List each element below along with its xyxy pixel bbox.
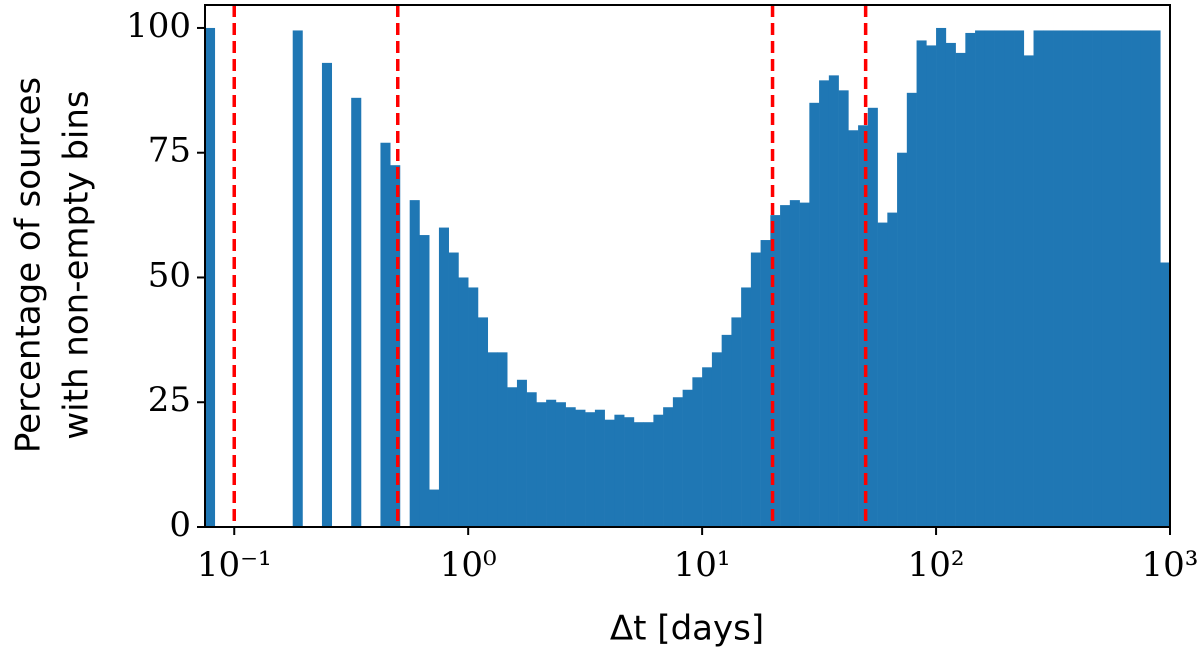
y-axis-label: Percentage of sources (9, 77, 49, 453)
plot-frame (204, 4, 1171, 528)
y-tick-label: 100 (126, 6, 191, 46)
bar (575, 409, 586, 527)
bar (741, 287, 752, 527)
bar (936, 27, 947, 527)
bar (1111, 30, 1122, 528)
bar (380, 142, 391, 527)
y-tick-label: 50 (148, 255, 191, 295)
bar (926, 45, 937, 528)
bar (819, 80, 830, 527)
bar (429, 489, 440, 527)
bar (594, 409, 605, 527)
bar (468, 287, 479, 527)
bar (702, 367, 713, 527)
bar (633, 422, 644, 527)
bar (682, 389, 693, 527)
x-tick-label: 10² (908, 545, 965, 585)
bar (1014, 30, 1025, 528)
bar (663, 407, 674, 527)
bar (916, 40, 927, 527)
bar (653, 414, 664, 527)
bar (516, 379, 527, 527)
bar (828, 75, 839, 527)
y-tick-label: 25 (148, 380, 191, 420)
bar (1023, 55, 1034, 527)
bar (965, 32, 976, 527)
bar (477, 317, 489, 527)
bar (945, 42, 956, 528)
bar (1140, 30, 1151, 528)
bar (1160, 262, 1171, 527)
bar (867, 107, 878, 527)
bar (955, 52, 966, 527)
bar (770, 215, 781, 527)
y-tick-label: 75 (148, 131, 191, 171)
bar (351, 97, 362, 528)
bar (1082, 30, 1093, 528)
bar (692, 377, 703, 527)
bar (438, 227, 449, 527)
bar (877, 222, 888, 527)
bar (789, 200, 800, 527)
y-tick-label: 0 (169, 505, 191, 545)
bar (887, 212, 898, 527)
bar (750, 252, 761, 527)
bar (780, 205, 791, 527)
bar (205, 27, 216, 527)
bar (838, 90, 849, 527)
bar (604, 419, 615, 527)
bar (292, 30, 303, 528)
bar (1121, 30, 1132, 528)
bar (1150, 30, 1161, 528)
bar (1062, 30, 1073, 528)
bar (458, 277, 469, 527)
bar (731, 317, 742, 527)
bar (507, 387, 518, 527)
bar (1033, 30, 1044, 528)
bar (536, 402, 547, 527)
bar (848, 130, 859, 527)
bar (1092, 30, 1103, 528)
bar (643, 422, 654, 527)
x-tick-label: 10³ (1142, 545, 1199, 585)
x-tick-label: 10⁰ (440, 545, 497, 585)
bar (672, 397, 683, 527)
x-axis-label: Δt [days] (610, 609, 764, 649)
bar (624, 417, 635, 527)
bar (1004, 30, 1015, 528)
y-axis-label: with non-empty bins (57, 90, 97, 439)
bar (497, 352, 508, 527)
bar (585, 412, 596, 527)
bar (1053, 30, 1064, 528)
x-tick-label: 10¹ (674, 545, 731, 585)
bar (760, 240, 771, 527)
bar (858, 125, 869, 528)
bar (1101, 30, 1112, 528)
bar (546, 399, 557, 527)
bar (906, 92, 917, 528)
bar (390, 165, 401, 527)
bar (487, 352, 498, 527)
x-tick-label: 10⁻¹ (197, 545, 272, 585)
bar (614, 414, 625, 527)
bar (448, 252, 459, 527)
bar (321, 62, 333, 528)
bar (984, 30, 995, 528)
bar (897, 152, 908, 527)
bar (565, 407, 576, 527)
bar (409, 200, 420, 527)
bar (1131, 30, 1142, 528)
bar (975, 30, 986, 528)
bar (555, 402, 566, 527)
bar (1072, 30, 1083, 528)
bar (809, 102, 820, 527)
bar (711, 352, 722, 527)
bar (419, 235, 430, 528)
bar (994, 30, 1005, 528)
bar (799, 202, 810, 528)
bar (526, 392, 537, 527)
bar (1043, 30, 1054, 528)
bar (721, 334, 732, 527)
